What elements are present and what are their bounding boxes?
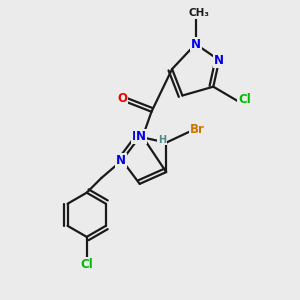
- Text: N: N: [190, 38, 201, 50]
- Text: N: N: [132, 130, 142, 143]
- Text: H: H: [158, 135, 166, 145]
- Text: O: O: [117, 92, 127, 105]
- Text: CH₃: CH₃: [188, 8, 209, 18]
- Text: Br: Br: [190, 123, 205, 136]
- Text: Cl: Cl: [238, 93, 251, 106]
- Text: N: N: [136, 130, 146, 143]
- Text: N: N: [116, 154, 126, 167]
- Text: N: N: [214, 54, 224, 67]
- Text: Cl: Cl: [80, 258, 93, 271]
